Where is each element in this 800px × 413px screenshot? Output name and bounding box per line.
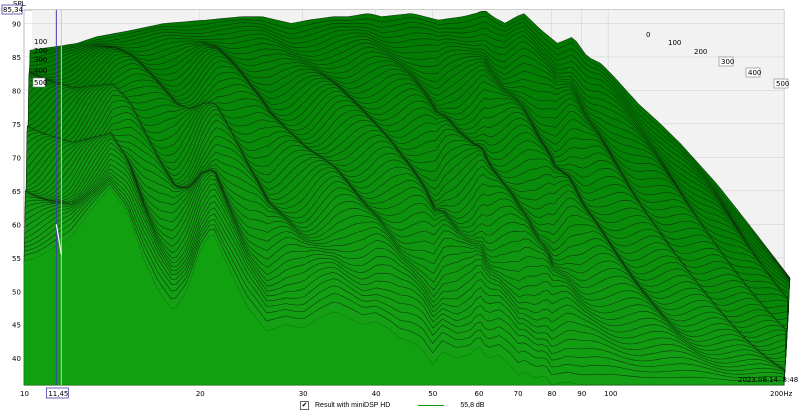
y-tick-label: 90	[12, 20, 21, 28]
x-tick-label: 200Hz	[770, 390, 793, 398]
legend-level: 55,8 dB	[460, 401, 485, 409]
x-tick-label: 30	[299, 390, 308, 398]
x-tick-label: 70	[514, 390, 523, 398]
z-tick-label-left: 400	[34, 67, 47, 75]
z-tick-label-right: 200	[694, 48, 707, 56]
z-tick-label-left: 100	[34, 38, 47, 46]
timestamp-watermark: 2023.08.14. 8:48	[738, 376, 798, 384]
x-tick-label: 60	[475, 390, 484, 398]
z-tick-label-right: 0	[646, 31, 650, 39]
x-tick-label: 40	[372, 390, 381, 398]
z-tick-box	[718, 56, 734, 67]
y-tick-label: 45	[12, 322, 21, 330]
z-tick-box	[32, 77, 46, 88]
x-tick-label: 90	[577, 390, 586, 398]
x-tick-label: 50	[428, 390, 437, 398]
cursor-y-label: 85,34	[3, 6, 24, 14]
y-tick-label: 40	[12, 355, 21, 363]
waterfall-slice	[23, 187, 784, 386]
axes: 40 45 50 55 60 65 70 75 80 85 90 SPL 10 20 30 40 50 60 70 8…	[12, 0, 798, 398]
z-tick-label-left: 200	[34, 47, 47, 55]
z-tick-label-right: 300	[721, 58, 734, 66]
z-tick-box	[745, 67, 761, 78]
y-tick-label: 65	[12, 188, 21, 196]
z-tick-label-left: 500	[34, 79, 47, 87]
waterfall-slices	[23, 10, 791, 386]
y-tick-label: 75	[12, 121, 21, 129]
cursor-x-label: 11,45	[48, 390, 68, 398]
z-tick-label-right: 100	[668, 39, 681, 47]
legend-series-name: Result with miniDSP HD	[315, 401, 391, 409]
y-tick-label: 85	[12, 54, 21, 62]
legend-line-swatch	[418, 404, 445, 406]
y-tick-label: 80	[12, 87, 21, 95]
series-checkbox[interactable]: ✔	[300, 400, 309, 410]
z-tick-label-right: 400	[748, 69, 761, 77]
cursor[interactable]: 11,45 85,34	[1, 4, 69, 399]
cursor-x-box	[45, 387, 69, 399]
x-tick-label: 80	[548, 390, 557, 398]
y-tick-label: 50	[12, 288, 21, 296]
cursor-marker	[55, 224, 62, 255]
y-axis-label: SPL	[13, 0, 26, 8]
cursor-y-box	[1, 4, 23, 15]
y-tick-label: 55	[12, 255, 21, 263]
x-tick-label: 10	[20, 390, 29, 398]
legend: ✔ Result with miniDSP HD 55,8 dB	[300, 399, 484, 411]
z-tick-box	[773, 78, 789, 89]
x-tick-label: 20	[196, 390, 205, 398]
y-tick-label: 60	[12, 221, 21, 229]
z-tick-label-left: 300	[34, 56, 47, 64]
x-tick-label: 100	[604, 390, 617, 398]
z-tick-label-right: 500	[776, 80, 789, 88]
y-tick-label: 70	[12, 154, 21, 162]
